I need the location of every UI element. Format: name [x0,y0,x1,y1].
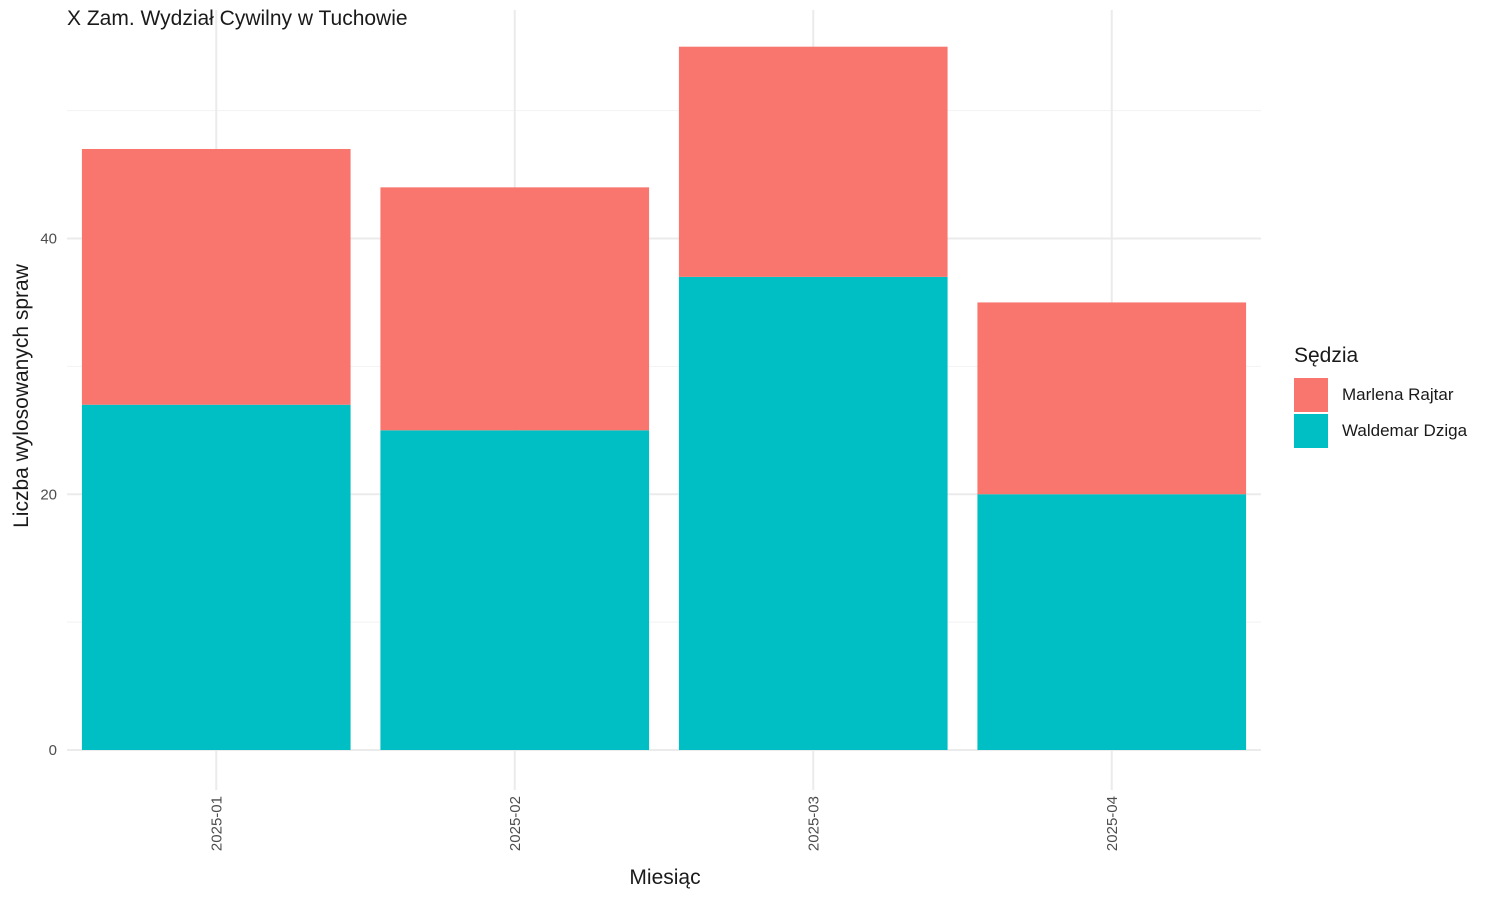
bars [81,46,1247,750]
y-tick-label: 0 [49,742,57,759]
bar-segment [977,494,1247,750]
legend-title: Sędzia [1294,344,1359,367]
legend-item-waldemar-dziga: Waldemar Dziga [1294,413,1467,449]
legend: Sędzia Marlena Rajtar Waldemar Dziga [1294,344,1467,449]
legend-label: Waldemar Dziga [1342,421,1468,440]
legend-key-waldemar-dziga [1294,414,1328,448]
bar-segment [81,148,351,405]
bar-segment [380,187,650,431]
bar-segment [977,302,1247,495]
x-tick-label: 2025-03 [805,796,822,851]
chart-title: X Zam. Wydział Cywilny w Tuchowie [67,7,408,30]
x-tick-label: 2025-04 [1104,796,1121,851]
legend-label: Marlena Rajtar [1342,385,1454,404]
x-axis-title: Miesiąc [629,866,701,889]
y-axis-ticks: 0 20 40 [40,231,57,760]
bar-segment [678,276,948,750]
x-tick-label: 2025-02 [507,796,524,851]
bar-segment [380,430,650,750]
legend-key-marlena-rajtar [1294,378,1328,412]
y-axis-title: Liczba wylosowanych spraw [10,264,33,528]
x-axis-ticks: 2025-01 2025-02 2025-03 2025-04 [208,796,1121,851]
x-tick-label: 2025-01 [208,796,225,851]
bar-segment [678,46,948,277]
bar-segment [81,404,351,750]
legend-item-marlena-rajtar: Marlena Rajtar [1294,377,1467,413]
y-tick-label: 20 [40,486,57,503]
y-tick-label: 40 [40,231,57,248]
